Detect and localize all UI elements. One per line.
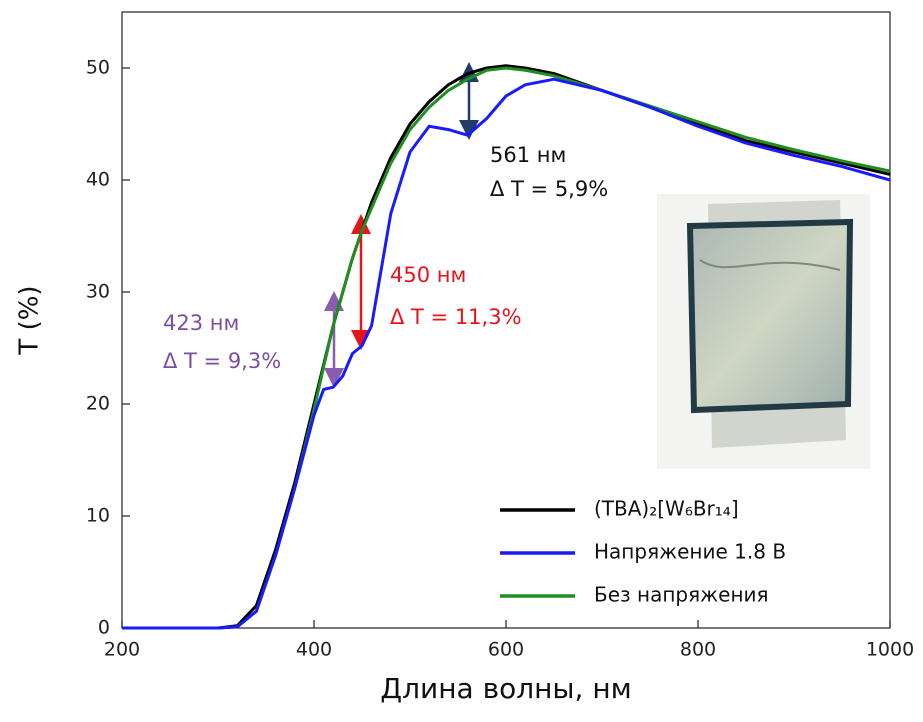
- annotation: Δ T = 9,3%: [163, 349, 281, 373]
- legend-label: Напряжение 1.8 В: [594, 540, 786, 564]
- y-tick-label: 40: [86, 169, 110, 191]
- annotation: 423 нм: [163, 311, 239, 335]
- annotation: 450 нм: [390, 263, 466, 287]
- x-tick-label: 800: [680, 639, 716, 661]
- series-line: [122, 77, 891, 630]
- annotation: 561 нм: [490, 143, 566, 167]
- y-tick-label: 30: [86, 281, 110, 303]
- y-tick-label: 20: [86, 393, 110, 415]
- x-tick-label: 1000: [866, 639, 914, 661]
- y-axis-label: T (%): [15, 285, 45, 355]
- inset-photo: [657, 194, 870, 469]
- legend-label: (TBA)₂[W₆Br₁₄]: [594, 497, 739, 521]
- x-tick-label: 600: [488, 639, 524, 661]
- legend-label: Без напряжения: [594, 583, 769, 607]
- y-tick-label: 10: [86, 505, 110, 527]
- y-tick-label: 0: [98, 617, 110, 639]
- annotation: Δ T = 5,9%: [490, 177, 608, 201]
- x-tick-label: 400: [296, 639, 332, 661]
- y-tick-label: 50: [86, 57, 110, 79]
- x-tick-label: 200: [104, 639, 140, 661]
- annotation-arrows: [324, 62, 479, 388]
- annotation: Δ T = 11,3%: [390, 305, 522, 329]
- x-axis-label: Длина волны, нм: [380, 672, 632, 705]
